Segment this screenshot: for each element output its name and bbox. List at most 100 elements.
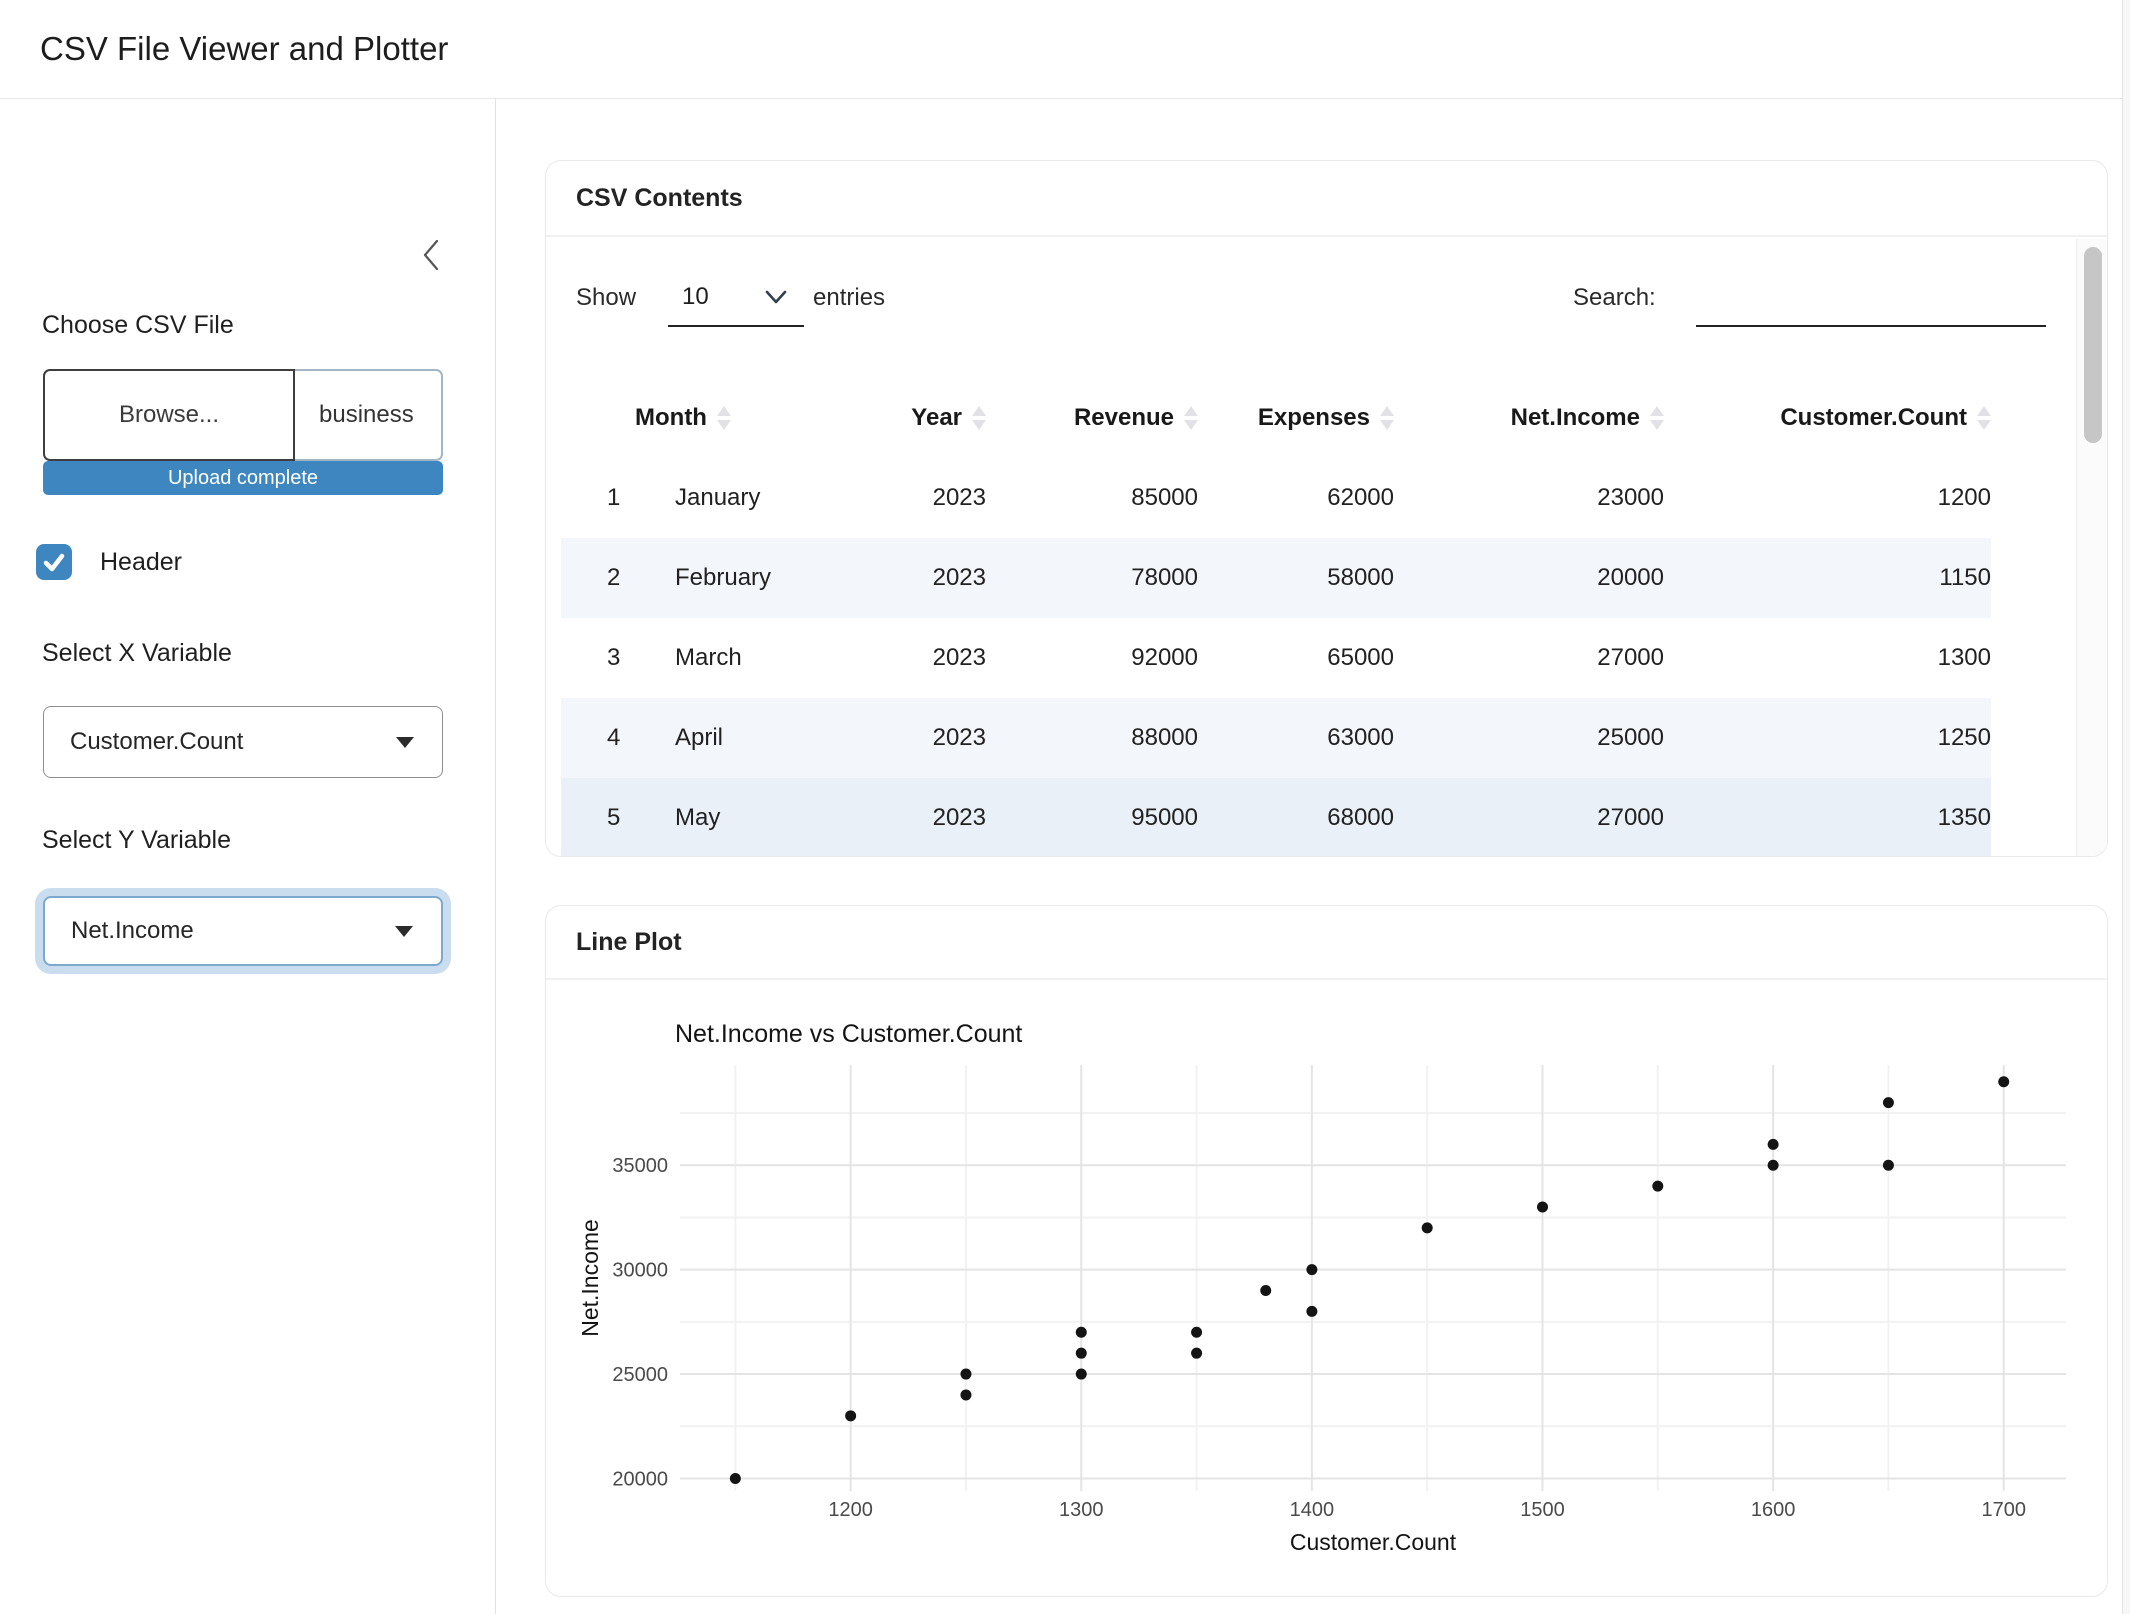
y-tick-label: 25000 (612, 1364, 668, 1386)
data-point (1191, 1327, 1202, 1338)
data-point (1306, 1306, 1317, 1317)
column-header-revenue[interactable]: Revenue (986, 404, 1198, 432)
scatter-plot: 1200130014001500160017002000025000300003… (546, 980, 2108, 1597)
table-cell: 1350 (1664, 804, 1991, 832)
table-cell: 2023 (872, 804, 986, 832)
page-scrollbar[interactable] (2122, 0, 2130, 1614)
table-cell: May (635, 804, 872, 832)
table-cell: 95000 (986, 804, 1198, 832)
file-input-label: Choose CSV File (42, 311, 234, 340)
data-point (1076, 1327, 1087, 1338)
data-point (1768, 1139, 1779, 1150)
search-label: Search: (1573, 284, 1656, 312)
table-row[interactable]: 2February20237800058000200001150 (561, 538, 1991, 618)
file-name-field[interactable]: business (295, 369, 443, 461)
y-axis-title: Net.Income (577, 1219, 603, 1337)
data-point (845, 1410, 856, 1421)
sort-arrows-icon (1184, 406, 1198, 430)
x-tick-label: 1400 (1290, 1499, 1335, 1521)
column-header-expenses[interactable]: Expenses (1198, 404, 1394, 432)
table-scrollbar-track[interactable] (2076, 239, 2108, 857)
upload-status-text: Upload complete (168, 467, 318, 490)
plot-card-header: Line Plot (546, 906, 2107, 980)
data-point (960, 1389, 971, 1400)
page-size-select[interactable]: 10 (668, 269, 804, 327)
app-window: CSV File Viewer and Plotter Choose CSV F… (0, 0, 2130, 1614)
y-variable-value: Net.Income (71, 917, 395, 945)
table-scrollbar-thumb[interactable] (2084, 247, 2102, 443)
data-point (1998, 1076, 2009, 1087)
table-cell: 4 (561, 724, 635, 752)
table-cell: 27000 (1394, 644, 1664, 672)
browse-button[interactable]: Browse... (43, 369, 295, 461)
column-header-month[interactable]: Month (635, 404, 872, 432)
page-size-value: 10 (682, 283, 709, 311)
table-cell: 5 (561, 804, 635, 832)
table-cell: 2023 (872, 484, 986, 512)
column-header-label: Year (911, 404, 962, 432)
table-cell: 1150 (1664, 564, 1991, 592)
file-name-text: business (319, 401, 414, 429)
data-point (1076, 1348, 1087, 1359)
data-point (1076, 1369, 1087, 1380)
plot-labels: 1200130014001500160017002000025000300003… (577, 1020, 2026, 1555)
column-header-label: Expenses (1258, 404, 1370, 432)
plot-title: Net.Income vs Customer.Count (675, 1020, 1022, 1048)
table-cell: February (635, 564, 872, 592)
csv-card-header: CSV Contents (546, 161, 2107, 237)
sort-arrows-icon (1380, 406, 1394, 430)
column-header-customer-count[interactable]: Customer.Count (1664, 404, 1991, 432)
column-header-year[interactable]: Year (872, 404, 986, 432)
sidebar: Choose CSV File Browse... business Uploa… (0, 99, 496, 1614)
table-cell: 62000 (1198, 484, 1394, 512)
table-cell: 58000 (1198, 564, 1394, 592)
column-header-net-income[interactable]: Net.Income (1394, 404, 1664, 432)
table-cell: 85000 (986, 484, 1198, 512)
sort-arrows-icon (1650, 406, 1664, 430)
table-cell: 2023 (872, 644, 986, 672)
header-checkbox[interactable] (36, 544, 72, 580)
data-point (1883, 1097, 1894, 1108)
y-tick-label: 30000 (612, 1260, 668, 1282)
x-variable-select[interactable]: Customer.Count (43, 706, 443, 778)
sidebar-collapse-button[interactable] (412, 233, 452, 277)
search-input[interactable] (1696, 269, 2046, 327)
sort-arrows-icon (717, 406, 731, 430)
table-cell: 65000 (1198, 644, 1394, 672)
y-tick-label: 20000 (612, 1468, 668, 1490)
table-row[interactable]: 4April20238800063000250001250 (561, 698, 1991, 778)
sort-arrows-icon (972, 406, 986, 430)
table-cell: 1200 (1664, 484, 1991, 512)
y-variable-select[interactable]: Net.Income (43, 896, 443, 966)
data-point (1883, 1160, 1894, 1171)
chevron-down-icon (764, 289, 788, 305)
column-header-label: Net.Income (1511, 404, 1640, 432)
plot-minor-gridlines (680, 1065, 2066, 1491)
table-row[interactable]: 1January20238500062000230001200 (561, 458, 1991, 538)
x-tick-label: 1700 (1981, 1499, 2026, 1521)
column-header-label: Month (635, 404, 707, 432)
table-cell: 23000 (1394, 484, 1664, 512)
plot-points (730, 1076, 2009, 1484)
x-axis-title: Customer.Count (1290, 1529, 1457, 1555)
check-icon (41, 549, 67, 575)
table-cell: 1300 (1664, 644, 1991, 672)
table-row[interactable]: 5May20239500068000270001350 (561, 778, 1991, 857)
y-variable-label: Select Y Variable (42, 826, 231, 855)
table-row[interactable]: 3March20239200065000270001300 (561, 618, 1991, 698)
header-checkbox-label: Header (100, 548, 182, 577)
csv-card-title: CSV Contents (576, 184, 743, 213)
table-header-row: Month Year Revenue Expenses Net.Income Custom… (561, 378, 1991, 458)
chevron-left-icon (412, 233, 452, 277)
csv-table: Month Year Revenue Expenses Net.Income Custom… (561, 378, 1991, 857)
table-cell: 1250 (1664, 724, 1991, 752)
upload-progress-bar: Upload complete (43, 461, 443, 495)
data-point (1768, 1160, 1779, 1171)
data-point (730, 1473, 741, 1484)
data-point (960, 1369, 971, 1380)
table-cell: 92000 (986, 644, 1198, 672)
table-cell: 2023 (872, 724, 986, 752)
x-variable-value: Customer.Count (70, 728, 396, 756)
plot-card-title: Line Plot (576, 928, 682, 957)
table-cell: 3 (561, 644, 635, 672)
